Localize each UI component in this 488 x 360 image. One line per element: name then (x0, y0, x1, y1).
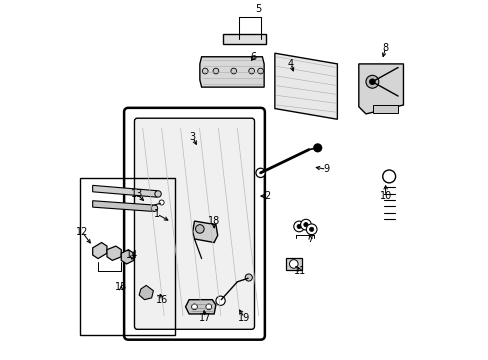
Circle shape (155, 191, 161, 197)
Circle shape (305, 224, 316, 235)
Circle shape (309, 227, 313, 231)
Circle shape (195, 225, 203, 233)
Circle shape (303, 222, 307, 227)
Circle shape (255, 168, 264, 177)
Circle shape (293, 221, 304, 232)
Text: 2: 2 (264, 191, 270, 201)
Polygon shape (223, 33, 265, 44)
Circle shape (313, 144, 321, 152)
Circle shape (300, 219, 311, 230)
Text: 16: 16 (156, 295, 168, 305)
Text: 15: 15 (115, 282, 127, 292)
Polygon shape (274, 53, 337, 119)
Text: 17: 17 (199, 312, 211, 323)
Circle shape (257, 68, 263, 74)
Text: 18: 18 (207, 216, 220, 226)
Polygon shape (185, 300, 216, 314)
Circle shape (151, 205, 157, 211)
Circle shape (159, 200, 164, 205)
Bar (80, 178, 175, 336)
Polygon shape (200, 57, 264, 87)
Text: 10: 10 (379, 191, 391, 201)
Text: 11: 11 (293, 266, 305, 276)
Circle shape (369, 79, 374, 85)
Circle shape (191, 304, 197, 310)
Bar (285, 258, 301, 270)
Text: 6: 6 (250, 52, 256, 62)
Circle shape (213, 68, 218, 74)
Polygon shape (107, 246, 121, 260)
Text: 9: 9 (323, 164, 329, 174)
Polygon shape (93, 185, 157, 197)
Polygon shape (139, 285, 153, 300)
Text: 8: 8 (382, 43, 388, 53)
Circle shape (365, 75, 378, 88)
Circle shape (382, 170, 395, 183)
Circle shape (216, 296, 225, 305)
Text: 12: 12 (76, 227, 88, 237)
Text: 5: 5 (255, 4, 262, 14)
Text: 19: 19 (238, 312, 250, 323)
Circle shape (248, 68, 254, 74)
Circle shape (230, 68, 236, 74)
Polygon shape (358, 64, 403, 114)
Circle shape (205, 304, 211, 310)
Circle shape (244, 274, 252, 281)
Circle shape (202, 68, 207, 74)
Text: 1: 1 (154, 209, 160, 219)
Circle shape (289, 260, 298, 268)
Polygon shape (93, 201, 153, 211)
Polygon shape (93, 243, 107, 258)
FancyBboxPatch shape (134, 118, 254, 329)
Text: 7: 7 (307, 234, 313, 244)
Text: 13: 13 (131, 189, 143, 199)
Polygon shape (121, 249, 134, 264)
Bar (372, 105, 397, 113)
Polygon shape (192, 221, 217, 243)
Text: 3: 3 (189, 132, 195, 142)
Circle shape (296, 224, 301, 229)
Text: 14: 14 (125, 250, 138, 260)
Text: 4: 4 (287, 59, 293, 69)
